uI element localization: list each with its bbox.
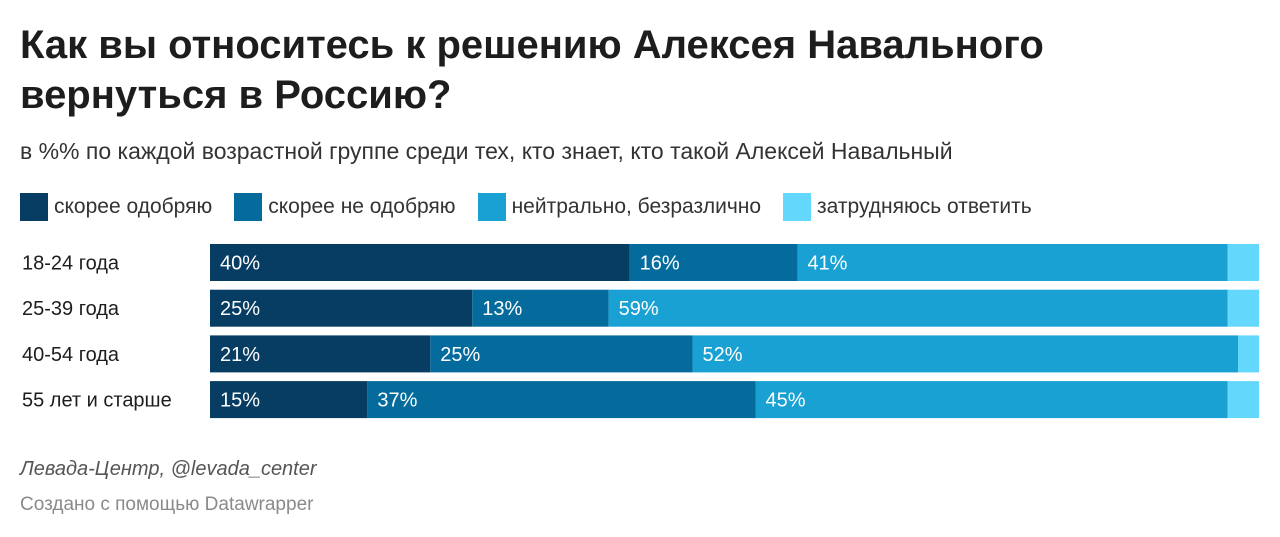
- bar-segment: [210, 289, 473, 327]
- bar-segment: [1227, 289, 1259, 327]
- bar-segment: [210, 244, 630, 281]
- source-note: Левада-Центр, @levada_center: [20, 458, 317, 480]
- category-label: 55 лет и старше: [22, 390, 172, 412]
- legend: скорее одобряю скорее не одобряю нейтрал…: [20, 192, 1054, 222]
- data-label: 13%: [482, 298, 522, 320]
- bar-segment: [430, 335, 693, 373]
- data-label: 45%: [765, 390, 805, 412]
- legend-label-approve: скорее одобряю: [54, 195, 213, 218]
- credit-note: Создано с помощью Datawrapper: [20, 494, 314, 515]
- bar-segment: [797, 244, 1228, 281]
- bar-segment: [472, 289, 609, 327]
- bar-segment: [1227, 381, 1259, 419]
- data-label: 25%: [440, 344, 480, 366]
- bar-segment: [210, 381, 368, 419]
- data-label: 41%: [807, 253, 847, 275]
- data-label: 16%: [640, 253, 680, 275]
- legend-swatch-approve: [20, 193, 48, 221]
- category-label: 18-24 года: [22, 253, 120, 275]
- bar-segment: [692, 335, 1239, 373]
- legend-item-neutral: нейтрально, безразлично: [477, 193, 762, 221]
- stacked-bar-chart: 18-24 года 40% 16% 41% 25-39 года 25% 13% 59% 40…: [22, 244, 1259, 419]
- data-label: 21%: [220, 344, 260, 366]
- legend-item-disapprove: скорее не одобряю: [234, 193, 456, 221]
- bar-segment: [210, 335, 431, 373]
- bar-segment: [608, 289, 1228, 327]
- data-label: 37%: [377, 390, 417, 412]
- data-label: 25%: [220, 298, 260, 320]
- category-label: 40-54 года: [22, 344, 120, 366]
- category-label: 25-39 года: [22, 298, 120, 320]
- bar-segment: [1238, 335, 1259, 373]
- bar-segment: [629, 244, 798, 281]
- legend-item-approve: скорее одобряю: [20, 193, 212, 221]
- chart-title: Как вы относитесь к решению Алексея Нава…: [20, 23, 1044, 117]
- legend-swatch-neutral: [477, 193, 506, 221]
- data-label: 40%: [220, 253, 260, 275]
- bar-segment: [367, 381, 756, 419]
- bar-segment: [1227, 244, 1259, 281]
- data-label: 59%: [619, 298, 659, 320]
- data-label: 15%: [220, 390, 260, 412]
- legend-label-neutral: нейтрально, безразлично: [511, 195, 762, 218]
- legend-label-undecided: затрудняюсь ответить: [817, 195, 1032, 218]
- legend-swatch-undecided: [783, 193, 812, 221]
- bar-segment: [755, 381, 1228, 419]
- data-label: 52%: [703, 344, 743, 366]
- chart-subtitle: в %% по каждой возрастной группе среди т…: [20, 138, 953, 164]
- legend-item-undecided: затрудняюсь ответить: [783, 193, 1032, 221]
- legend-swatch-disapprove: [234, 193, 263, 221]
- legend-label-disapprove: скорее не одобряю: [268, 195, 456, 218]
